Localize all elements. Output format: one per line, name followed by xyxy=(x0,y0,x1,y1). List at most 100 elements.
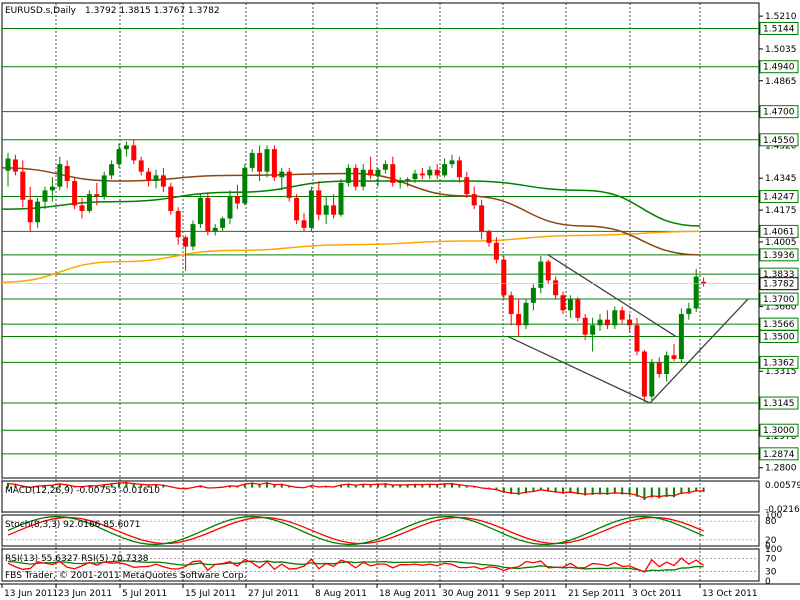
candle-body xyxy=(220,218,226,228)
candle-body xyxy=(345,167,351,183)
rsi-label: RSI(13) 55.6327 RSI(5) 70.7338 xyxy=(5,554,149,564)
candle-body xyxy=(582,317,588,335)
y-tick-label: 1.2970 xyxy=(765,432,797,442)
stoch-label: Stoch(8,3,3) 92.0166 85.6071 xyxy=(5,520,140,530)
rsi-line-1 xyxy=(7,560,704,573)
candle-body xyxy=(479,205,485,232)
trendline xyxy=(547,254,677,338)
candle-body xyxy=(353,167,359,187)
candle-body xyxy=(701,281,707,284)
candle-body xyxy=(49,186,55,191)
ohlc-label: 1.3792 1.3815 1.3767 1.3782 xyxy=(85,6,220,16)
level-label: 1.4247 xyxy=(763,193,795,203)
candle-body xyxy=(693,276,699,309)
candle-body xyxy=(279,171,285,178)
level-label: 1.3000 xyxy=(763,426,795,436)
ma-slow-line xyxy=(1,230,701,283)
y-tick-label: 1.5035 xyxy=(765,45,797,55)
candle-body xyxy=(397,181,403,183)
candle-body xyxy=(412,173,418,180)
candle-body xyxy=(109,164,115,176)
level-label: 1.4061 xyxy=(763,227,795,237)
candle-body xyxy=(627,319,633,326)
candle-body xyxy=(508,295,514,315)
candle-body xyxy=(27,199,33,223)
candle-body xyxy=(331,205,337,215)
candle-body xyxy=(79,205,85,211)
candle-body xyxy=(671,355,677,360)
candle-body xyxy=(175,210,181,238)
y-tick-label: 1.4175 xyxy=(765,206,797,216)
candle-body xyxy=(42,190,48,202)
candle-body xyxy=(656,362,662,375)
watermark-label: FBS Trader, © 2001-2011 MetaQuotes Softw… xyxy=(5,571,246,581)
level-label-box xyxy=(759,60,799,74)
stoch-panel xyxy=(1,514,760,547)
candle-body xyxy=(486,231,492,243)
candle-body xyxy=(493,242,499,260)
level-label-box xyxy=(759,355,799,369)
candle-body xyxy=(553,280,559,296)
candle-body xyxy=(131,145,137,161)
candle-body xyxy=(316,190,322,215)
candle-body xyxy=(612,310,618,326)
level-label-box xyxy=(759,105,799,119)
candle-body xyxy=(538,261,544,288)
candle-body xyxy=(190,224,196,247)
x-tick-label: 30 Aug 2011 xyxy=(442,589,500,599)
candle-body xyxy=(86,194,92,211)
candle-body xyxy=(501,259,507,296)
stoch-tick-label: 80 xyxy=(765,517,777,527)
macd-label: MACD(12,26,9) -0.00753 -0.01610 xyxy=(5,486,160,496)
level-label: 1.3500 xyxy=(763,333,795,343)
candle-body xyxy=(160,175,166,187)
level-label: 1.5144 xyxy=(763,24,795,34)
candle-body xyxy=(123,145,129,150)
x-tick-label: 9 Sep 2011 xyxy=(505,589,556,599)
x-tick-label: 5 Jul 2011 xyxy=(122,589,167,599)
candle-body xyxy=(338,182,344,215)
level-label-box xyxy=(759,423,799,437)
y-tick-label: 1.5210 xyxy=(765,12,797,22)
candle-body xyxy=(116,149,122,165)
rsi-tick-label: 100 xyxy=(765,545,782,555)
y-tick-label: 1.3315 xyxy=(765,367,797,377)
candle-body xyxy=(286,171,292,198)
macd-signal-line xyxy=(7,482,704,499)
candle-body xyxy=(560,295,566,311)
level-label: 1.4550 xyxy=(763,136,795,146)
candle-body xyxy=(249,152,255,168)
y-tick-label: 1.3660 xyxy=(765,303,797,313)
candle-body xyxy=(101,175,107,196)
level-label: 1.4940 xyxy=(763,63,795,73)
ma-mid-line xyxy=(1,180,701,227)
x-tick-label: 3 Oct 2011 xyxy=(632,589,682,599)
current-price-label: 1.3782 xyxy=(763,280,795,290)
candle-body xyxy=(12,159,18,172)
candle-body xyxy=(205,197,211,232)
candle-body xyxy=(153,175,159,182)
candle-body xyxy=(442,164,448,176)
candle-body xyxy=(234,195,240,204)
x-tick-label: 13 Oct 2011 xyxy=(702,589,758,599)
candle-body xyxy=(294,197,300,221)
y-tick-label: 1.4345 xyxy=(765,174,797,184)
level-label: 1.2874 xyxy=(763,450,795,460)
main-panel xyxy=(1,2,760,479)
candle-body xyxy=(57,164,63,187)
candle-body xyxy=(686,308,692,315)
stoch-signal-line xyxy=(7,516,704,545)
level-label: 1.3700 xyxy=(763,295,795,305)
level-label: 1.3145 xyxy=(763,399,795,409)
candle-body xyxy=(456,160,462,178)
candle-body xyxy=(138,160,144,172)
level-label: 1.4700 xyxy=(763,108,795,118)
candle-body xyxy=(464,177,470,195)
candle-body xyxy=(530,287,536,303)
candle-body xyxy=(597,319,603,326)
candle-body xyxy=(264,149,270,172)
candle-body xyxy=(5,158,11,171)
x-tick-label: 21 Sep 2011 xyxy=(568,589,625,599)
candle-body xyxy=(523,302,529,326)
